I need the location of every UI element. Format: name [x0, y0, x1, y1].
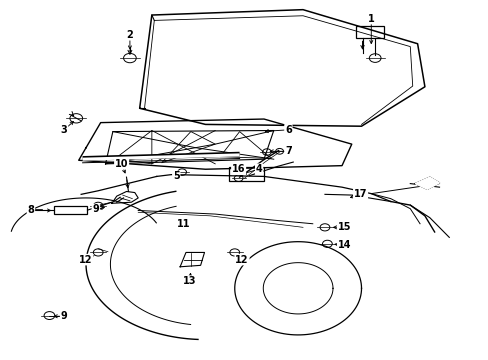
Bar [54, 206, 87, 214]
Text: 9: 9 [61, 311, 67, 321]
Text: 5: 5 [172, 171, 179, 181]
Text: 6: 6 [285, 125, 291, 135]
Polygon shape [414, 177, 439, 189]
Text: 1: 1 [367, 14, 374, 24]
Bar [228, 167, 264, 181]
Text: 12: 12 [79, 255, 93, 265]
Text: 4: 4 [255, 164, 262, 174]
Text: 9: 9 [92, 204, 99, 215]
Text: 8: 8 [27, 206, 34, 216]
Text: 10: 10 [115, 159, 128, 169]
Text: 16: 16 [231, 164, 245, 174]
Text: 3: 3 [61, 125, 67, 135]
Bar [355, 26, 383, 39]
Text: 15: 15 [337, 222, 350, 232]
Text: 17: 17 [353, 189, 366, 199]
Text: 13: 13 [183, 276, 196, 286]
Text: 11: 11 [177, 219, 190, 229]
Text: 14: 14 [337, 240, 350, 250]
Text: 7: 7 [285, 146, 291, 156]
Text: 12: 12 [235, 255, 248, 265]
Text: 2: 2 [126, 30, 133, 40]
